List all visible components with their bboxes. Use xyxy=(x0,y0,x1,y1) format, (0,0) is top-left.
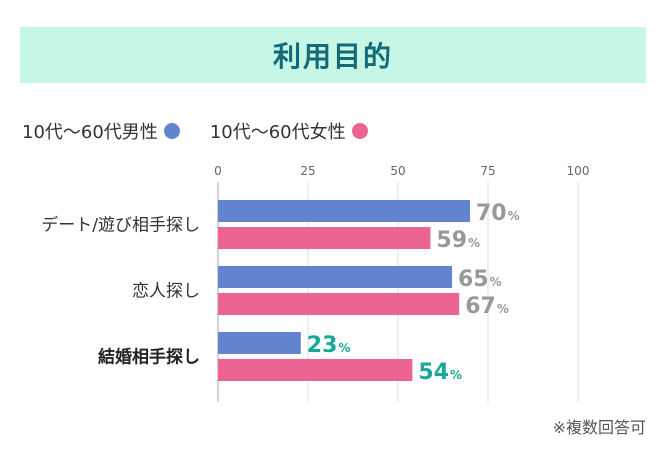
category-label-1: 恋人探し xyxy=(132,281,200,302)
legend: 10代〜60代男性 10代〜60代女性 xyxy=(22,118,368,144)
bar-1-1 xyxy=(218,293,460,315)
tick-label-0: 0 xyxy=(214,164,222,178)
legend-item-female: 10代〜60代女性 xyxy=(210,118,368,144)
value-label-2-1: 54% xyxy=(418,360,462,385)
bar-0-1 xyxy=(218,227,431,249)
value-label-1-0: 65% xyxy=(458,267,502,292)
legend-dot-female xyxy=(351,123,368,139)
value-label-2-0: 23% xyxy=(307,333,351,358)
legend-dot-male xyxy=(163,123,180,139)
legend-label-male: 10代〜60代男性 xyxy=(22,122,158,143)
value-label-0-1: 59% xyxy=(436,228,480,253)
tick-label-50: 50 xyxy=(390,164,405,178)
bar-0-0 xyxy=(218,200,470,222)
legend-item-male: 10代〜60代男性 xyxy=(22,118,180,144)
footnote: ※複数回答可 xyxy=(552,418,646,437)
tick-label-75: 75 xyxy=(480,164,495,178)
value-label-0-0: 70% xyxy=(476,201,520,226)
category-label-2: 結婚相手探し xyxy=(98,347,200,368)
title-banner: 利用目的 xyxy=(20,27,646,83)
tick-label-25: 25 xyxy=(300,164,315,178)
bar-2-1 xyxy=(218,359,413,381)
chart-title: 利用目的 xyxy=(272,40,393,73)
value-label-1-1: 67% xyxy=(465,294,509,319)
legend-label-female: 10代〜60代女性 xyxy=(209,122,346,143)
category-label-0: デート/遊び相手探し xyxy=(41,215,200,236)
tick-label-100: 100 xyxy=(567,164,590,178)
bar-2-0 xyxy=(218,332,301,354)
bar-1-0 xyxy=(218,266,452,288)
